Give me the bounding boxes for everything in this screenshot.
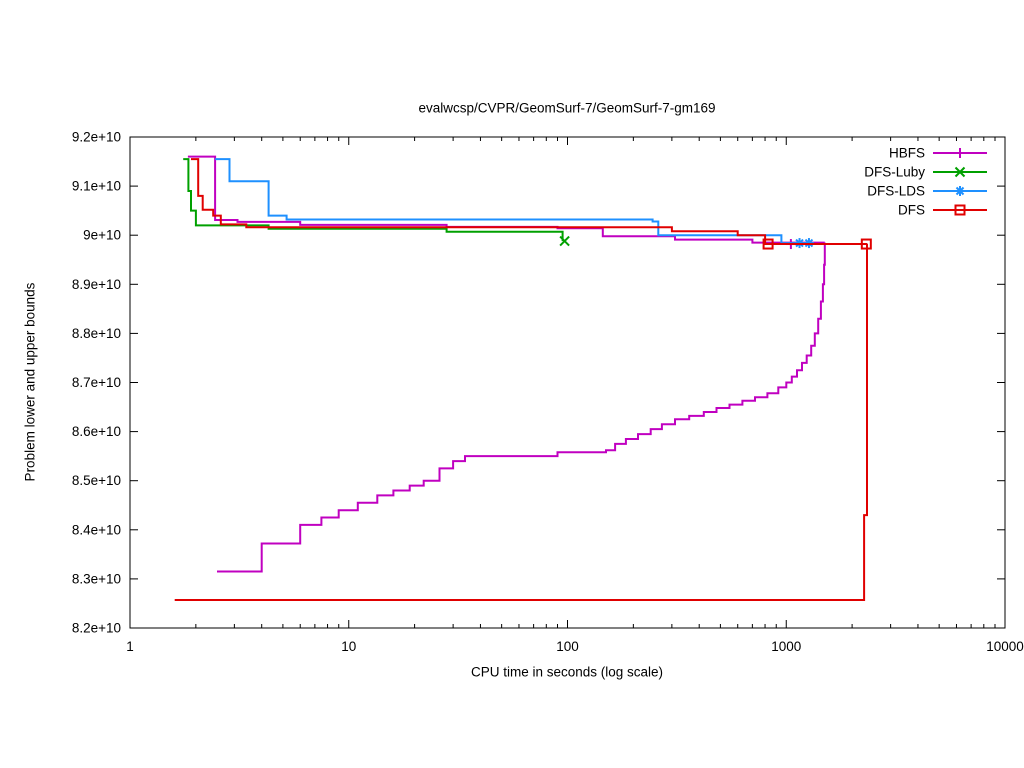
legend-label-dfs-lds: DFS-LDS <box>867 184 925 199</box>
legend-marker-dfs-lds <box>955 186 965 196</box>
y-tick-label: 8.3e+10 <box>72 571 121 586</box>
x-tick-label: 10 <box>341 639 356 654</box>
x-tick-label: 100 <box>556 639 579 654</box>
series-marker-dfs <box>860 238 872 250</box>
series-marker-dfs-luby <box>559 235 570 247</box>
chart-title: evalwcsp/CVPR/GeomSurf-7/GeomSurf-7-gm16… <box>418 100 716 116</box>
legend-marker-dfs <box>954 204 966 216</box>
y-tick-label: 8.2e+10 <box>72 621 121 636</box>
y-tick-label: 8.4e+10 <box>72 522 121 537</box>
y-tick-label: 9.1e+10 <box>72 179 121 194</box>
x-tick-label: 10000 <box>986 639 1024 654</box>
x-tick-label: 1000 <box>771 639 801 654</box>
series-line-dfs-luby <box>183 158 564 242</box>
y-tick-label: 9.2e+10 <box>72 130 121 145</box>
y-tick-label: 9e+10 <box>83 228 121 243</box>
legend-label-dfs-luby: DFS-Luby <box>864 165 925 180</box>
y-tick-label: 8.6e+10 <box>72 424 121 439</box>
series-line-dfs <box>174 244 868 601</box>
series-marker-dfs <box>762 238 774 250</box>
legend-marker-dfs-luby <box>954 166 966 178</box>
x-tick-label: 1 <box>126 639 134 654</box>
legend-label-dfs: DFS <box>898 203 925 218</box>
series-line-dfs <box>191 158 868 245</box>
series-line-hbfs <box>217 242 826 573</box>
y-tick-label: 8.9e+10 <box>72 277 121 292</box>
y-tick-label: 8.8e+10 <box>72 326 121 341</box>
y-tick-label: 8.7e+10 <box>72 375 121 390</box>
y-tick-label: 8.5e+10 <box>72 473 121 488</box>
legend-label-hbfs: HBFS <box>889 146 925 161</box>
x-axis-label: CPU time in seconds (log scale) <box>470 664 664 680</box>
